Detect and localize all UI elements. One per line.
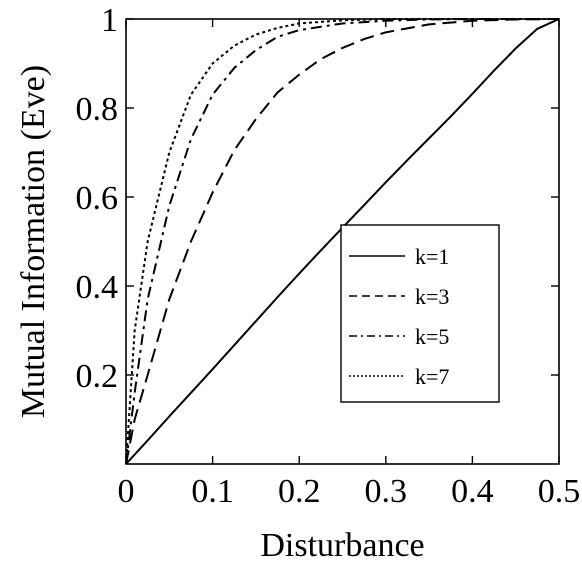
legend-label: k=1	[415, 244, 449, 269]
series-line-k-5	[125, 18, 559, 465]
y-tick-label: 0.6	[76, 180, 119, 217]
y-tick-label: 0.2	[76, 358, 119, 395]
x-axis-label: Disturbance	[260, 527, 424, 564]
x-tick-label: 0.3	[365, 473, 408, 510]
legend-box	[340, 224, 500, 403]
y-tick-label: 0.8	[76, 91, 119, 128]
plot-frame	[125, 18, 560, 465]
x-tick-label: 0.1	[191, 473, 234, 510]
x-tick-label: 0.2	[278, 473, 321, 510]
x-tick-label: 0.4	[451, 473, 494, 510]
x-tick-label: 0.5	[538, 473, 581, 510]
plot-border	[125, 18, 560, 465]
legend-label: k=3	[415, 284, 449, 309]
y-tick-label: 1	[101, 2, 118, 39]
x-tick-label: 0	[118, 473, 135, 510]
y-axis-label: Mutual Information (Eve)	[15, 65, 52, 418]
legend: k=1 k=3 k=5 k=7	[340, 224, 500, 403]
series-line-k-3	[125, 18, 560, 465]
legend-label: k=5	[415, 324, 449, 349]
y-tick-label: 0.4	[76, 269, 119, 306]
legend-label: k=7	[415, 364, 449, 389]
tick-labels: 0 0.1 0.2 0.3 0.4 0.5 0.2 0.4 0.6 0.8 1	[76, 2, 581, 510]
